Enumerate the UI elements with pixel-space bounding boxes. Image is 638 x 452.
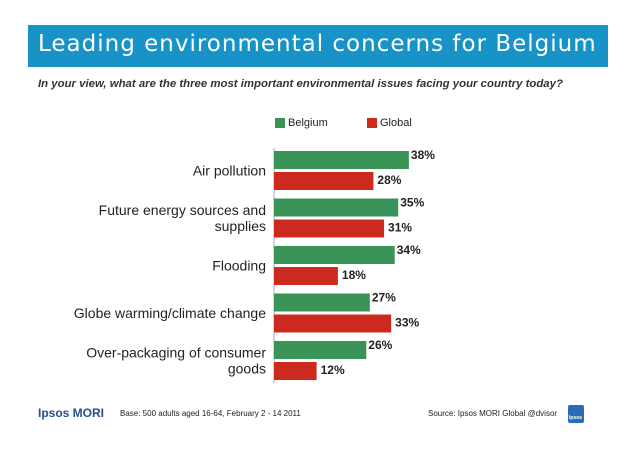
bar-global-4 [274, 362, 317, 380]
category-label-2-line-0: Flooding [212, 258, 266, 274]
data-label-belgium-4: 26% [368, 338, 392, 352]
category-label-1-line-1: supplies [215, 218, 266, 234]
data-label-belgium-0: 38% [411, 148, 435, 162]
legend-label-belgium: Belgium [288, 117, 328, 129]
data-label-global-1: 31% [388, 221, 412, 235]
chart-subtitle: In your view, what are the three most im… [38, 78, 563, 90]
bar-global-2 [274, 267, 338, 285]
category-label-1-line-0: Future energy sources and [99, 202, 266, 218]
data-label-global-3: 33% [395, 316, 419, 330]
bar-belgium-1 [274, 198, 399, 217]
ipsos-badge-label: Ipsos [569, 415, 583, 421]
category-label-3-line-0: Globe warming/climate change [74, 305, 266, 321]
ipsos-mori-logo: Ipsos MORI [38, 406, 105, 420]
footer-source-note: Source: Ipsos MORI Global @dvisor [428, 409, 558, 418]
category-label-0-line-0: Air pollution [193, 163, 266, 179]
chart-title: Leading environmental concerns for Belgi… [38, 31, 597, 57]
bar-belgium-0 [274, 151, 409, 169]
bar-belgium-4 [274, 341, 367, 359]
legend-swatch-global [367, 118, 377, 128]
data-label-global-2: 18% [342, 268, 366, 282]
category-label-4-line-0: Over-packaging of consumer [86, 345, 266, 361]
data-label-global-4: 12% [321, 363, 345, 377]
bar-belgium-3 [274, 293, 370, 312]
data-label-global-0: 28% [377, 173, 401, 187]
legend-label-global: Global [380, 117, 412, 129]
bar-global-1 [274, 219, 385, 238]
legend-swatch-belgium [275, 118, 285, 128]
title-bar: Leading environmental concerns for Belgi… [28, 25, 608, 67]
data-label-belgium-2: 34% [397, 243, 421, 257]
data-label-belgium-3: 27% [372, 291, 396, 305]
bar-global-3 [274, 314, 392, 333]
ipsos-badge-icon: Ipsos [568, 405, 584, 423]
footer-base-note: Base: 500 adults aged 16-64, February 2 … [120, 409, 301, 418]
bar-global-0 [274, 172, 374, 190]
category-label-4-line-1: goods [228, 361, 266, 377]
data-label-belgium-1: 35% [400, 196, 424, 210]
bar-belgium-2 [274, 246, 395, 264]
